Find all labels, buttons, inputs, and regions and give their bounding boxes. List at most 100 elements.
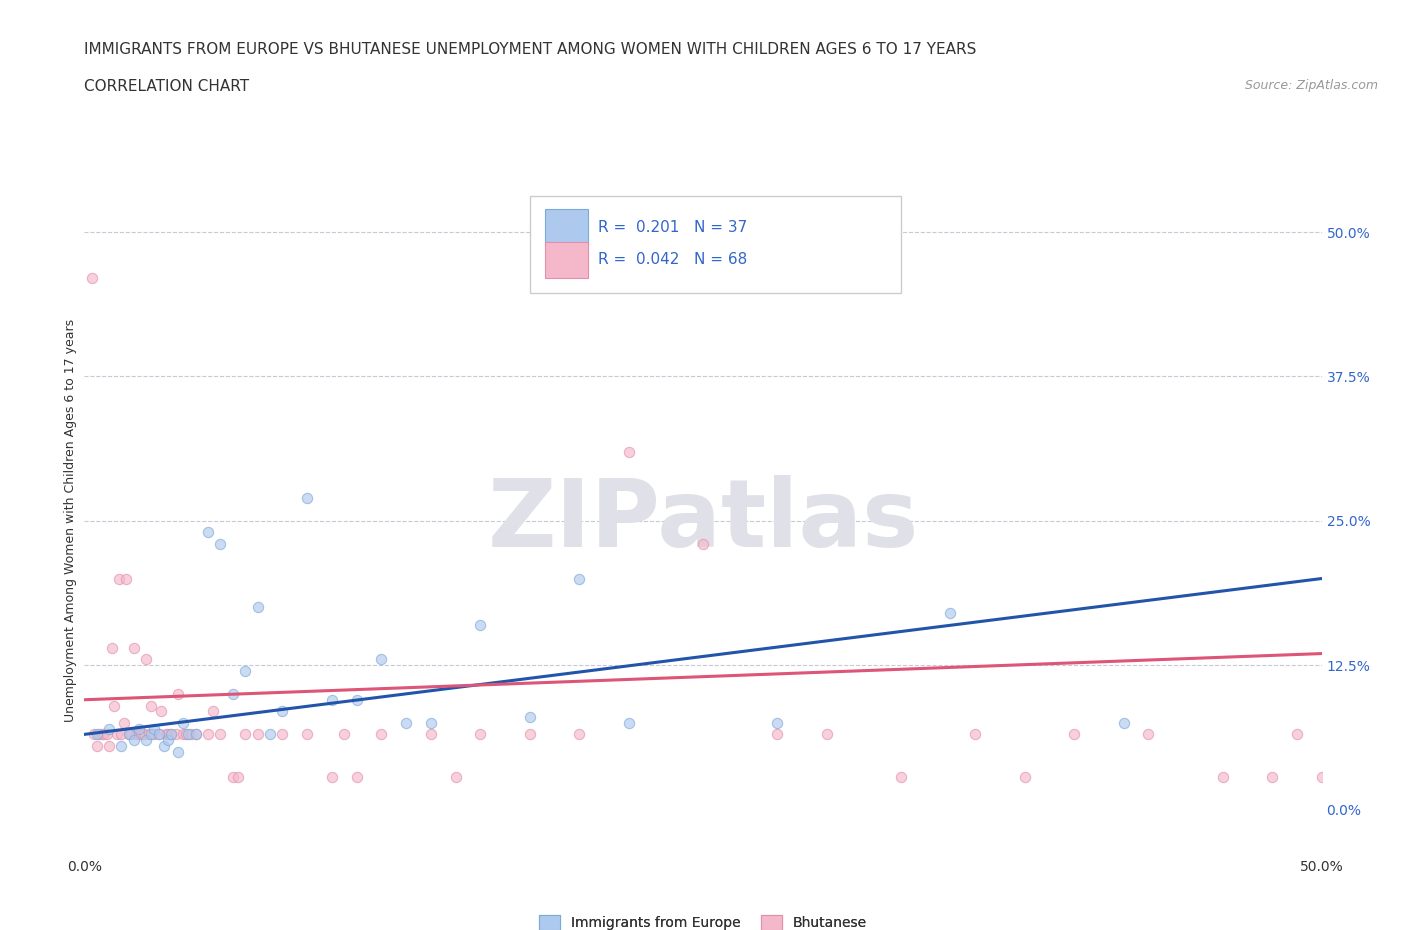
Point (160, 727, 183, 742)
Point (141, 698, 163, 713)
Point (184, 727, 207, 742)
Point (148, 727, 170, 742)
Point (148, 727, 170, 742)
Point (96, 727, 118, 742)
Point (226, 770, 249, 785)
Point (890, 770, 912, 785)
Point (141, 727, 163, 742)
Point (115, 571, 138, 586)
Point (1063, 727, 1085, 742)
Point (128, 727, 150, 742)
Point (333, 727, 356, 742)
Point (135, 733, 157, 748)
Point (90, 727, 112, 742)
Point (519, 710, 541, 724)
Point (271, 704, 294, 719)
Point (132, 727, 155, 742)
Point (110, 738, 132, 753)
Point (180, 727, 202, 742)
Point (259, 727, 281, 742)
Legend: Immigrants from Europe, Bhutanese: Immigrants from Europe, Bhutanese (533, 910, 873, 930)
Point (1310, 770, 1333, 785)
Point (197, 525, 219, 539)
Point (965, 727, 987, 742)
Point (118, 727, 141, 742)
Point (766, 727, 789, 742)
Point (209, 727, 232, 742)
Point (295, 727, 318, 742)
Point (1014, 770, 1036, 785)
Point (321, 770, 343, 785)
Point (125, 727, 148, 742)
Point (155, 727, 177, 742)
Point (160, 727, 183, 742)
Point (110, 727, 132, 742)
Point (105, 727, 128, 742)
Text: ZIPatlas: ZIPatlas (488, 475, 918, 566)
Point (167, 686, 190, 701)
Point (83, 727, 105, 742)
Point (470, 618, 492, 632)
Text: R =  0.201   N = 37: R = 0.201 N = 37 (598, 220, 747, 235)
Text: Source: ZipAtlas.com: Source: ZipAtlas.com (1244, 79, 1378, 92)
Point (617, 445, 640, 459)
Point (815, 727, 838, 742)
Point (135, 652, 157, 667)
Point (419, 727, 441, 742)
Point (98, 738, 121, 753)
Point (295, 490, 318, 505)
Point (174, 727, 197, 742)
Point (86, 738, 108, 753)
Point (165, 727, 187, 742)
Point (122, 733, 145, 748)
Point (122, 641, 145, 656)
Point (346, 770, 368, 785)
Point (1137, 727, 1160, 742)
Point (1112, 715, 1135, 730)
Point (419, 715, 441, 730)
FancyBboxPatch shape (530, 196, 901, 293)
Point (112, 715, 135, 730)
Text: R =  0.042   N = 68: R = 0.042 N = 68 (598, 252, 747, 268)
Point (395, 715, 418, 730)
Point (617, 715, 640, 730)
Point (222, 686, 245, 701)
FancyBboxPatch shape (544, 242, 588, 278)
Point (172, 715, 194, 730)
Point (370, 652, 392, 667)
Point (222, 770, 245, 785)
Y-axis label: Unemployment Among Women with Children Ages 6 to 17 years: Unemployment Among Women with Children A… (65, 319, 77, 723)
Point (128, 721, 150, 736)
Point (470, 727, 492, 742)
Point (100, 641, 122, 656)
Point (120, 727, 142, 742)
Point (129, 727, 152, 742)
Point (197, 727, 219, 742)
Point (1285, 727, 1308, 742)
Point (766, 715, 789, 730)
Point (184, 727, 207, 742)
Point (157, 727, 180, 742)
Point (370, 727, 392, 742)
Point (1212, 770, 1234, 785)
Point (142, 721, 165, 736)
Text: IMMIGRANTS FROM EUROPE VS BHUTANESE UNEMPLOYMENT AMONG WOMEN WITH CHILDREN AGES : IMMIGRANTS FROM EUROPE VS BHUTANESE UNEM… (84, 42, 977, 57)
Point (568, 571, 591, 586)
FancyBboxPatch shape (544, 209, 588, 246)
Point (138, 727, 160, 742)
Point (568, 727, 591, 742)
Point (142, 727, 165, 742)
Point (118, 727, 141, 742)
Point (209, 537, 232, 551)
Point (150, 704, 173, 719)
Point (246, 727, 269, 742)
Point (89, 727, 111, 742)
Point (202, 704, 225, 719)
Point (444, 770, 467, 785)
Point (321, 692, 343, 707)
Point (108, 571, 131, 586)
Point (692, 537, 714, 551)
Point (939, 605, 962, 620)
Point (233, 727, 256, 742)
Point (86, 727, 108, 742)
